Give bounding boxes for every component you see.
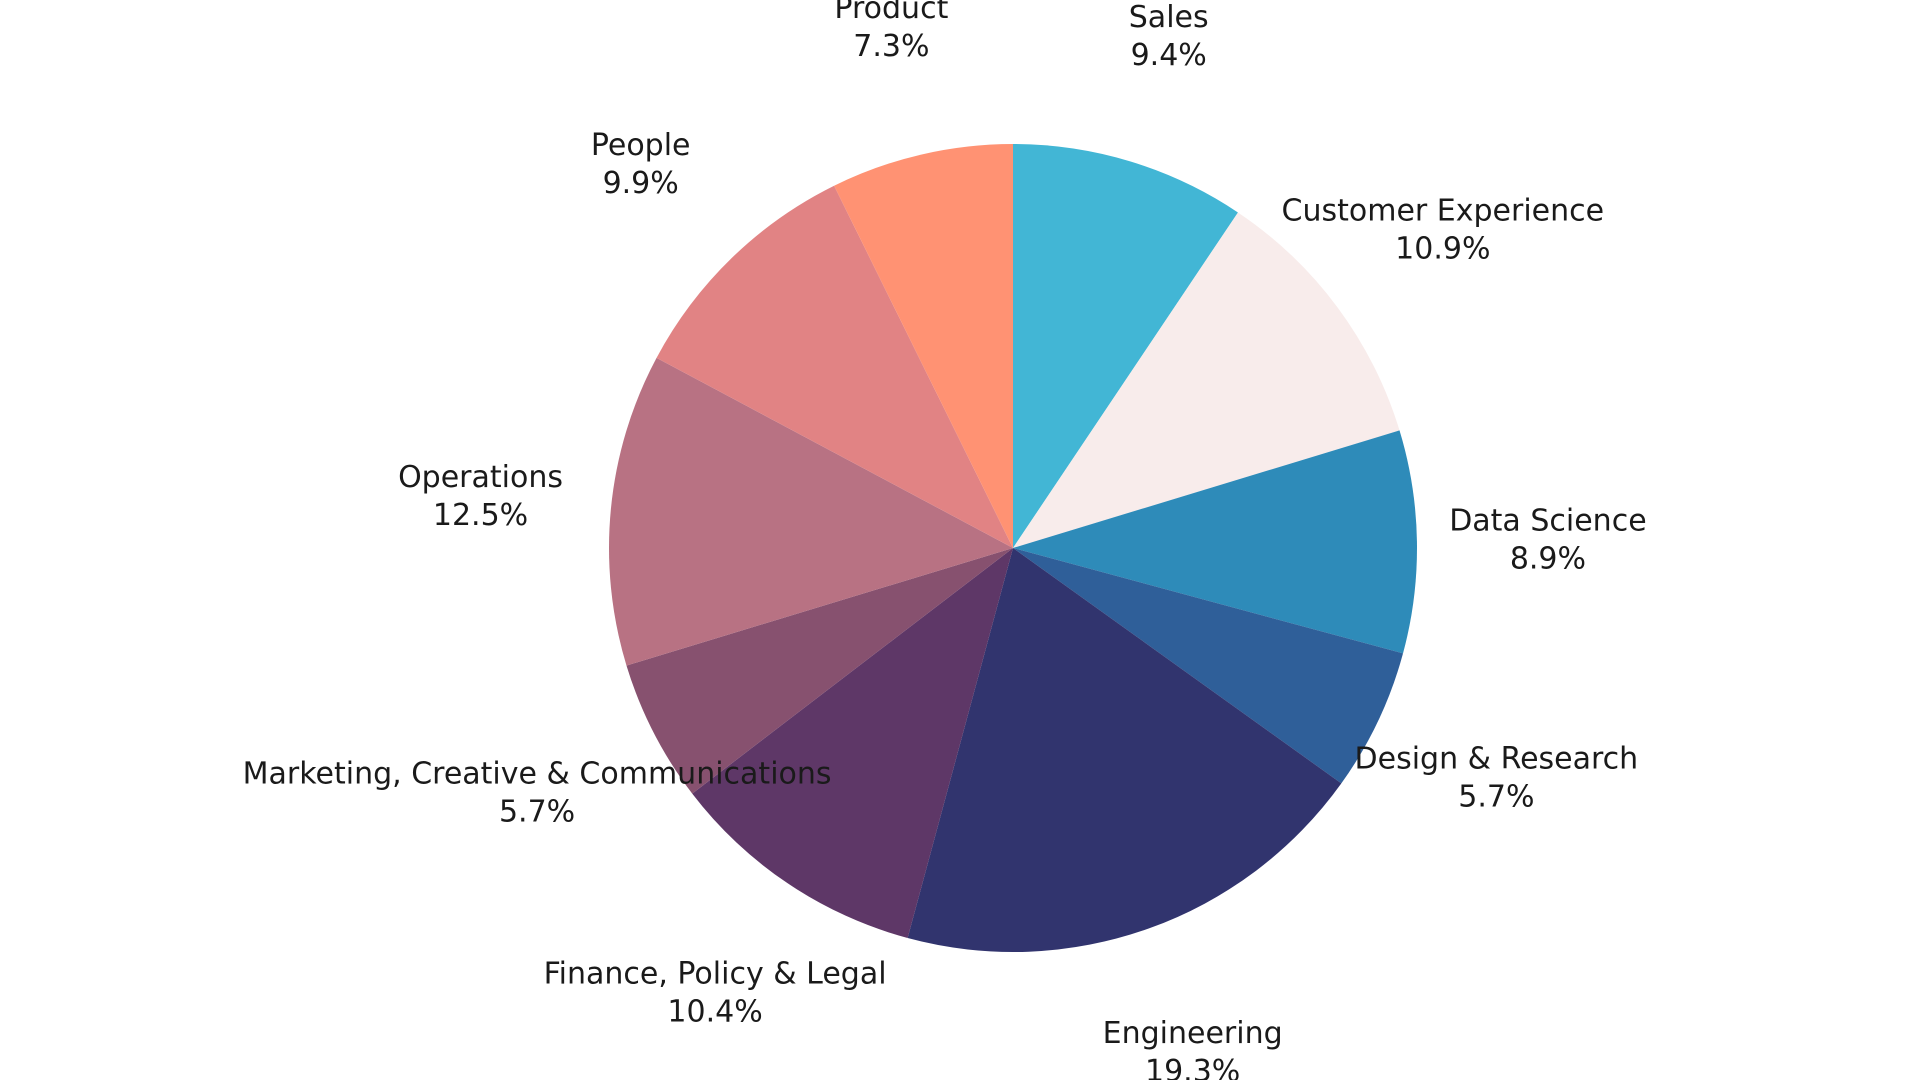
slice-percent: 9.9% (603, 166, 679, 201)
slice-people (656, 185, 1013, 548)
slice-operations (608, 357, 1013, 666)
slice-finance-policy-and-legal (692, 548, 1013, 939)
slice-category: Marketing, Creative & Communications (243, 756, 832, 791)
slice-percent: 10.9% (1395, 231, 1490, 266)
slice-category: Product (834, 0, 948, 26)
slice-category: Engineering (1103, 1016, 1283, 1051)
slice-marketing-creative-and-communications (626, 548, 1013, 794)
slice-label-customer-experience: Customer Experience 10.9% (1282, 193, 1605, 266)
pie-labels: Sales 9.4% Customer Experience 10.9% Data Sc… (243, 0, 1647, 1080)
slice-product (834, 144, 1013, 548)
pie-slices (608, 144, 1417, 952)
slice-percent: 5.7% (1458, 779, 1534, 814)
slice-percent: 7.3% (853, 29, 929, 64)
slice-category: People (591, 128, 691, 163)
slice-label-people: People 9.9% (591, 128, 691, 201)
slice-label-data-science: Data Science 8.9% (1449, 504, 1646, 577)
slice-category: Operations (398, 460, 563, 495)
slice-label-engineering: Engineering 19.3% (1103, 1016, 1283, 1080)
slice-category: Sales (1129, 0, 1209, 35)
slice-customer-experience (1013, 212, 1400, 548)
slice-engineering (907, 548, 1342, 952)
slice-category: Finance, Policy & Legal (544, 956, 887, 991)
slice-category: Customer Experience (1282, 193, 1605, 228)
slice-label-design-and-research: Design & Research 5.7% (1355, 741, 1639, 814)
slice-design-and-research (1013, 548, 1404, 784)
slice-label-product: Product 7.3% (834, 0, 948, 64)
slice-label-finance-policy-and-legal: Finance, Policy & Legal 10.4% (544, 956, 887, 1029)
slice-category: Design & Research (1355, 741, 1639, 776)
slice-percent: 9.4% (1131, 38, 1207, 73)
slice-label-sales: Sales 9.4% (1129, 0, 1209, 73)
slice-label-marketing-creative-and-communications: Marketing, Creative & Communications 5.7% (243, 756, 832, 829)
slice-percent: 19.3% (1145, 1054, 1240, 1080)
slice-data-science (1013, 430, 1417, 654)
slice-percent: 5.7% (499, 794, 575, 829)
slice-percent: 12.5% (433, 498, 528, 533)
slice-category: Data Science (1449, 504, 1646, 539)
slice-percent: 8.9% (1510, 542, 1586, 577)
slice-percent: 10.4% (667, 994, 762, 1029)
slice-label-operations: Operations 12.5% (398, 460, 563, 533)
slice-sales (1013, 144, 1238, 548)
